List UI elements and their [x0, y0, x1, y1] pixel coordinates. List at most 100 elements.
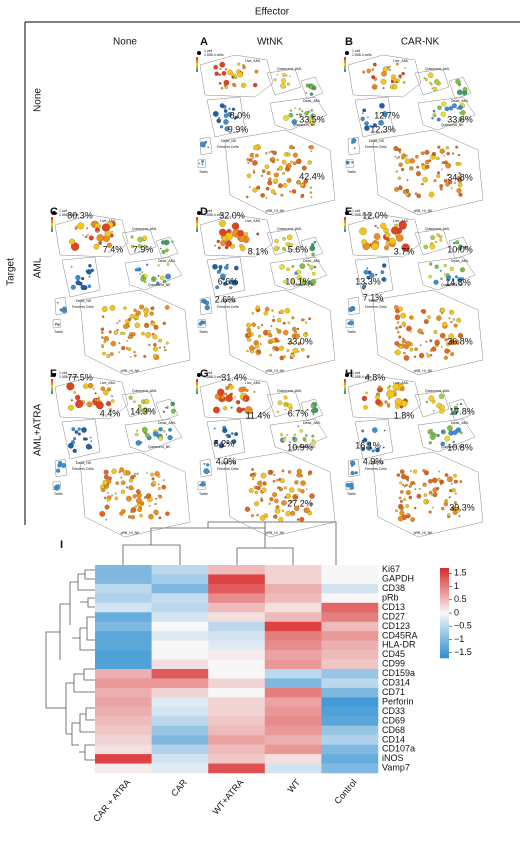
column-label: CAR + ATRA — [91, 777, 132, 823]
cell-cluster — [160, 247, 162, 250]
cell-cluster — [213, 442, 217, 445]
size-key — [197, 373, 201, 377]
heatmap-cell — [95, 640, 152, 651]
colorbar-step — [440, 652, 449, 654]
column-label: WT+ATRA — [210, 777, 245, 816]
cell-cluster — [141, 426, 148, 433]
cell-cluster — [142, 235, 148, 241]
gate-label: pRB_Hi_NK — [414, 369, 434, 373]
cell-cluster — [246, 158, 250, 161]
cell-cluster — [265, 152, 268, 155]
cell-cluster — [213, 427, 216, 430]
cell-cluster — [242, 65, 246, 70]
cell-cluster — [361, 429, 365, 433]
cell-cluster — [152, 480, 157, 486]
heatmap-cell — [321, 621, 379, 632]
colorbar-step — [440, 610, 449, 612]
cell-cluster — [431, 117, 434, 120]
gate-label: Tcells — [347, 170, 356, 174]
cell-cluster — [310, 150, 313, 153]
cell-cluster — [102, 351, 106, 356]
cell-cluster — [255, 153, 259, 158]
cell-cluster — [260, 472, 267, 479]
gate — [269, 418, 328, 453]
cell-cluster — [403, 351, 406, 355]
cell-cluster — [77, 222, 85, 230]
cell-cluster — [432, 109, 436, 113]
cell-cluster — [283, 486, 287, 490]
cell-cluster — [83, 383, 89, 389]
cell-cluster — [304, 507, 310, 513]
cell-cluster — [280, 193, 284, 197]
mass-cytometry-panel: Live_AML Quiescent_AML Dead_AML Dead_NK Quie… — [51, 371, 191, 538]
panel-letter: D — [200, 206, 208, 218]
cell-cluster — [350, 471, 355, 476]
cell-cluster — [453, 479, 458, 484]
cell-cluster — [367, 443, 370, 446]
heatmap-cell — [151, 763, 209, 774]
cell-cluster — [266, 171, 271, 176]
cell-cluster — [154, 502, 157, 506]
cell-cluster — [246, 349, 249, 353]
cell-cluster — [130, 244, 135, 249]
cell-cluster — [296, 468, 302, 474]
cell-cluster — [252, 156, 255, 159]
cell-cluster — [277, 246, 280, 249]
cell-cluster — [404, 67, 407, 69]
cell-cluster — [128, 317, 132, 321]
cell-cluster — [281, 159, 287, 165]
cell-cluster — [373, 86, 376, 89]
cell-cluster — [433, 114, 436, 117]
cell-cluster — [349, 485, 354, 490]
colorbar-step — [440, 635, 449, 638]
cell-cluster — [277, 400, 283, 406]
cell-cluster — [434, 339, 440, 345]
cell-cluster — [80, 284, 86, 291]
heatmap-cell — [151, 716, 209, 727]
cell-cluster — [88, 235, 94, 241]
cell-cluster — [82, 234, 84, 237]
cell-cluster — [450, 320, 453, 324]
cell-cluster — [218, 116, 220, 119]
gate-percent: 12.7% — [374, 110, 400, 120]
color-key — [196, 388, 198, 391]
cell-cluster — [111, 399, 115, 403]
cell-cluster — [213, 406, 220, 414]
cell-cluster — [304, 434, 308, 437]
cell-cluster — [293, 161, 297, 166]
colorbar-step — [440, 623, 449, 626]
cell-cluster — [288, 341, 292, 345]
colorbar-step — [440, 638, 449, 641]
cell-cluster — [298, 107, 301, 111]
size-legend: 1,558.4 cells — [352, 213, 372, 217]
colorbar-step — [440, 592, 449, 594]
color-key — [344, 226, 346, 229]
cell-cluster — [388, 397, 391, 400]
cell-cluster — [437, 171, 441, 174]
cell-cluster — [223, 79, 230, 86]
row-label: CD45 — [382, 649, 405, 659]
cell-cluster — [458, 192, 463, 197]
cell-cluster — [238, 386, 245, 393]
gate — [54, 214, 129, 258]
cell-cluster — [382, 263, 387, 268]
row-label: CD99 — [382, 659, 405, 669]
cell-cluster — [225, 394, 233, 402]
cell-cluster — [303, 178, 309, 184]
cell-cluster — [217, 388, 225, 396]
cell-cluster — [443, 178, 448, 183]
cell-cluster — [208, 471, 211, 473]
color-key — [51, 388, 53, 391]
cell-cluster — [133, 351, 136, 354]
cell-cluster — [309, 191, 312, 194]
gate-label: Live_AML — [245, 381, 261, 385]
cell-cluster — [254, 69, 259, 74]
cell-cluster — [375, 447, 380, 453]
gate — [448, 76, 472, 100]
cell-cluster — [152, 277, 156, 281]
heatmap-cell — [264, 744, 322, 755]
gate-percent: 7.1% — [363, 292, 384, 302]
cell-cluster — [139, 408, 144, 413]
cell-cluster — [95, 227, 100, 232]
gate — [345, 318, 355, 329]
